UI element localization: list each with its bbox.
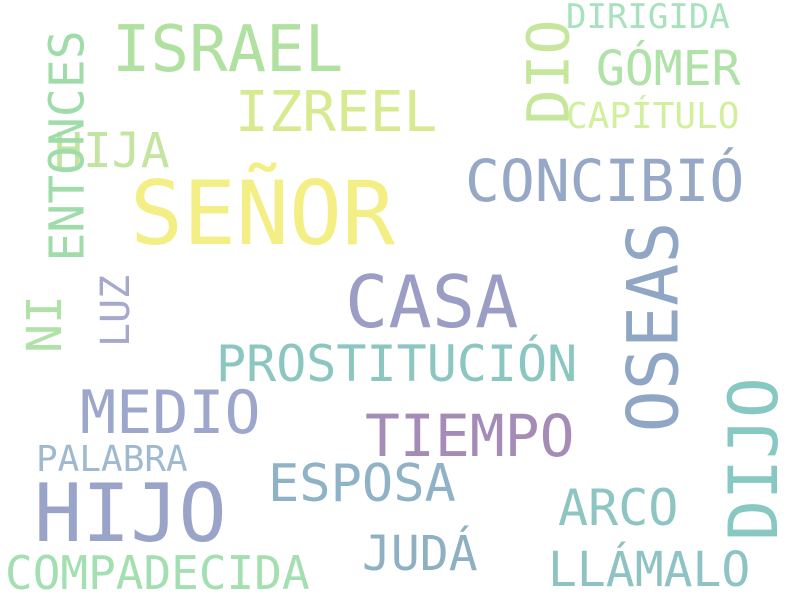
word-concibio: CONCIBIÓ xyxy=(465,147,745,215)
word-capitulo: CAPÍTULO xyxy=(566,96,740,137)
word-casa: CASA xyxy=(345,260,519,344)
word-senor: SEÑOR xyxy=(130,162,395,265)
word-dijo: DIJO xyxy=(714,377,794,541)
word-tiempo: TIEMPO xyxy=(365,402,575,470)
word-arco: ARCO xyxy=(558,479,679,537)
word-compadecida: COMPADECIDA xyxy=(5,546,310,600)
word-oseas: OSEAS xyxy=(612,221,695,433)
word-entonces: ENTONCES xyxy=(39,30,96,262)
word-izreel: IZREEL xyxy=(235,80,438,145)
word-ni: NI xyxy=(16,295,73,353)
word-medio: MEDIO xyxy=(80,378,261,448)
word-israel: ISRAEL xyxy=(112,13,344,87)
word-llamalo: LLÁMALO xyxy=(548,542,751,598)
word-gomer: GÓMER xyxy=(596,41,741,97)
word-esposa: ESPOSA xyxy=(268,454,456,514)
word-dirigida: DIRIGIDA xyxy=(566,0,730,37)
word-hija: HIJA xyxy=(54,123,170,179)
word-luz: LUZ xyxy=(93,274,140,348)
word-palabra: PALABRA xyxy=(36,439,188,480)
word-juda: JUDÁ xyxy=(362,526,478,582)
word-hijo: HIJO xyxy=(34,467,227,560)
word-prostitucion: PROSTITUCIÓN xyxy=(216,335,578,393)
